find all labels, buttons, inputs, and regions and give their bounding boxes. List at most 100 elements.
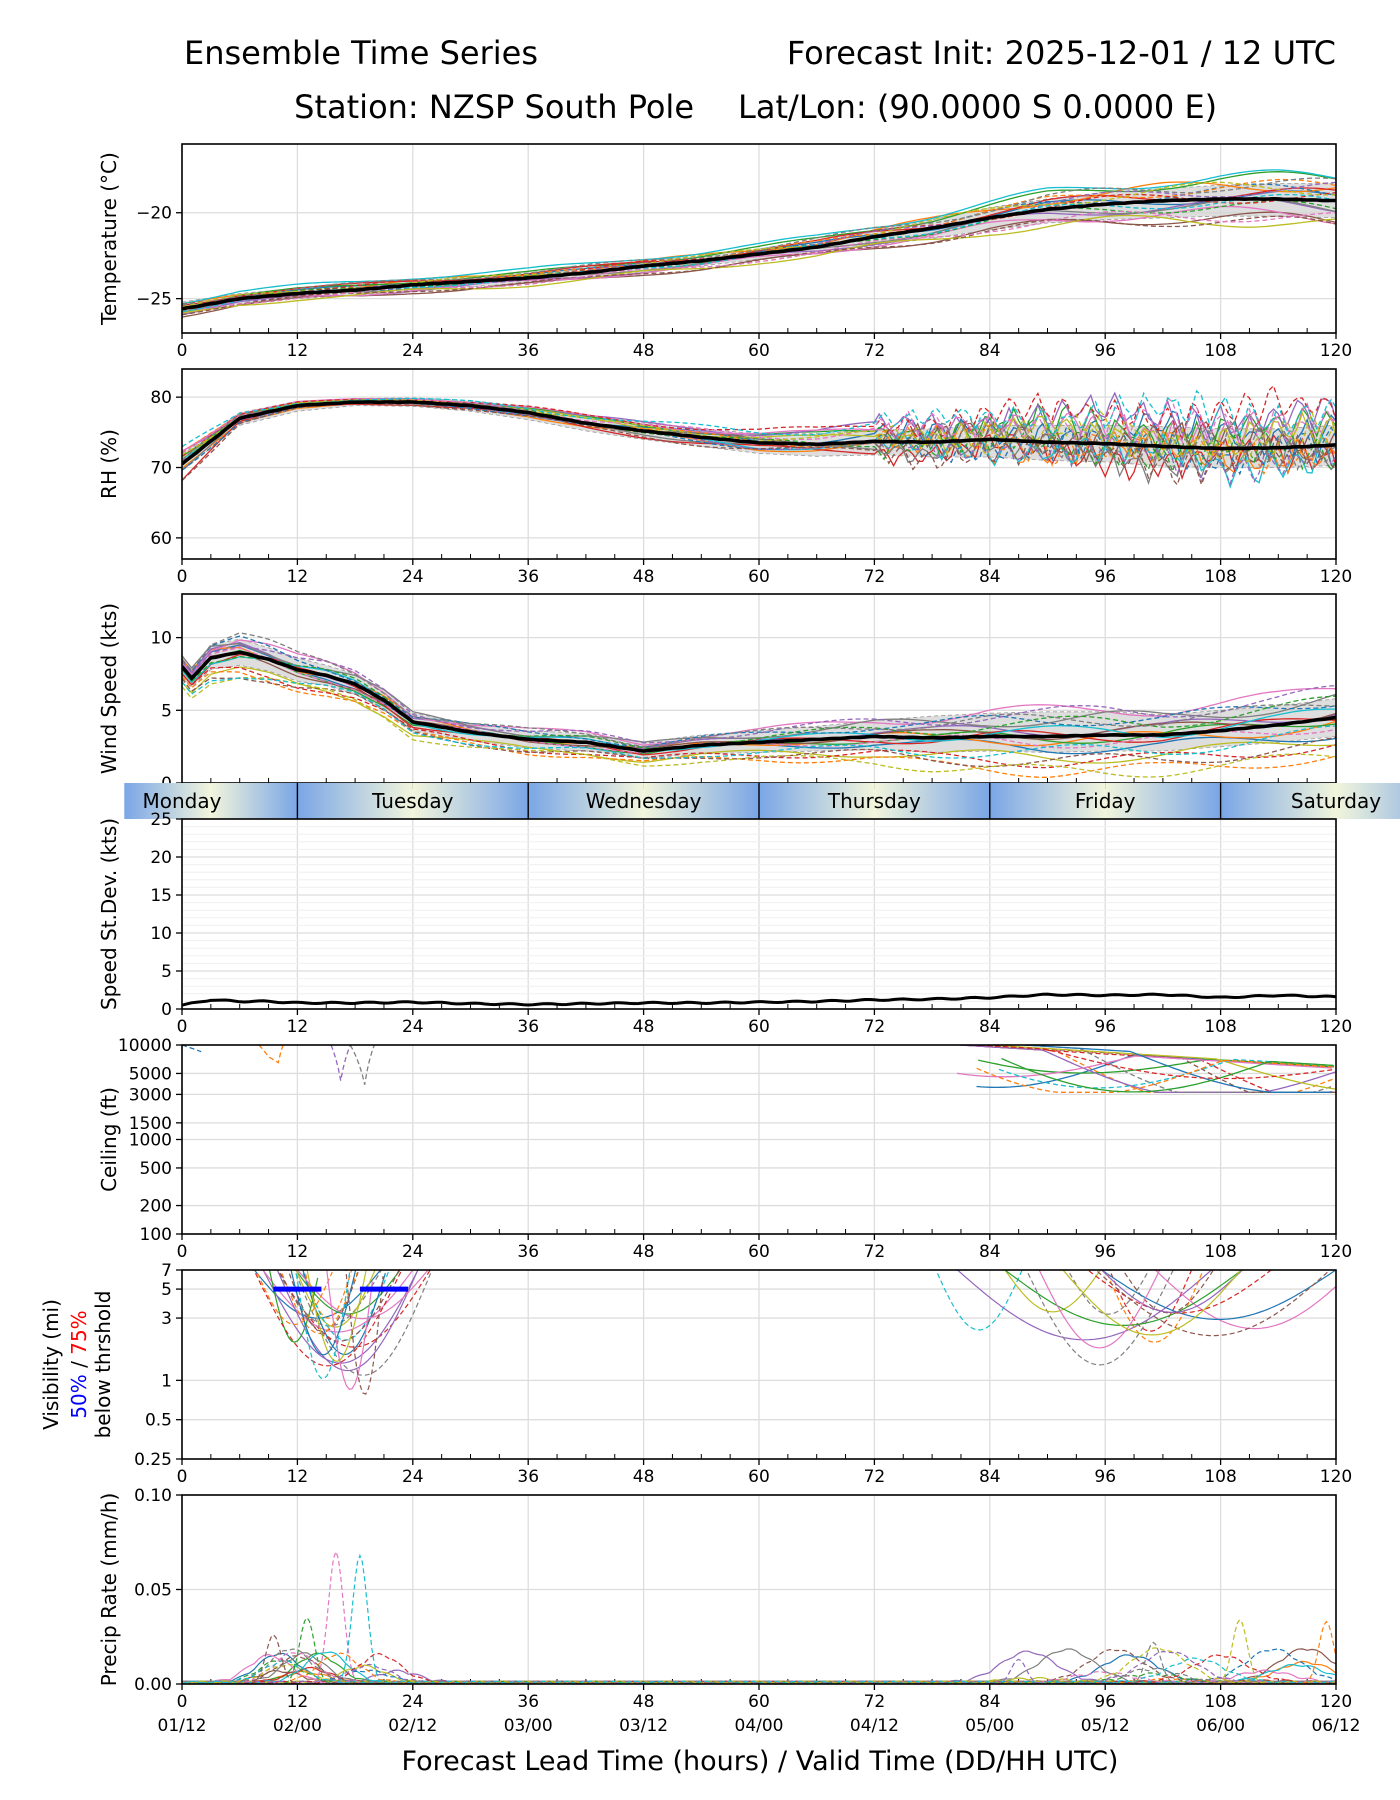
x-tick-label: 72 <box>864 341 886 361</box>
day-label-thursday: Thursday <box>827 789 921 813</box>
y-tick-label: 20 <box>150 848 172 868</box>
station-label: Station: NZSP South Pole <box>294 88 694 126</box>
x-tick-label: 84 <box>979 341 1001 361</box>
day-half <box>124 783 211 819</box>
panel-wind-speed: 051001224364860728496108120Wind Speed (k… <box>97 593 1352 811</box>
member-line <box>182 384 1336 458</box>
y-tick-label: 7 <box>161 1261 172 1281</box>
member-line <box>182 645 1336 744</box>
day-label-tuesday: Tuesday <box>371 789 454 813</box>
day-half <box>297 783 413 819</box>
visibility-member <box>287 1270 360 1333</box>
ceiling-ylabel: Ceiling (ft) <box>97 1087 121 1192</box>
member-line <box>182 655 1336 749</box>
day-band: Monday Tuesday Wednesday Thursday Friday Satu… <box>124 783 1400 819</box>
data-layer <box>182 632 1336 778</box>
x-tick-label: 12 <box>287 1242 309 1262</box>
day-label-friday: Friday <box>1075 789 1136 813</box>
x-tick-label: 108 <box>1204 1467 1236 1487</box>
valid-time-label: 01/12 <box>158 1716 207 1736</box>
y-tick-label: 10 <box>150 629 172 649</box>
y-tick-label: 0.10 <box>134 1486 172 1506</box>
x-tick-label: 96 <box>1094 1242 1116 1262</box>
valid-time-label: 02/12 <box>388 1716 437 1736</box>
x-tick-label: 72 <box>864 1692 886 1712</box>
x-tick-label: 108 <box>1204 341 1236 361</box>
visibility-ylabel-sub: below thrshold <box>91 1291 115 1439</box>
ceiling-dip <box>258 1045 284 1064</box>
speed-stdev-ylabel: Speed St.Dev. (kts) <box>97 818 121 1010</box>
ceiling-member <box>1001 1057 1334 1093</box>
member-line <box>182 632 1336 748</box>
visibility-member <box>326 1270 373 1390</box>
panel-border <box>181 368 1337 560</box>
x-tick-label: 72 <box>864 1242 886 1262</box>
title-left: Ensemble Time Series <box>184 34 538 72</box>
visibility-member <box>1086 1270 1273 1314</box>
member-line <box>182 677 1336 768</box>
ceiling-member <box>989 1045 1336 1090</box>
valid-time-label: 06/12 <box>1312 1716 1361 1736</box>
x-tick-label: 0 <box>177 567 188 587</box>
visibility-member <box>293 1270 432 1376</box>
ceiling-member <box>998 1058 1336 1089</box>
y-tick-label: −25 <box>136 290 172 310</box>
x-tick-label: 60 <box>748 1242 770 1262</box>
visibility-member <box>1100 1270 1336 1320</box>
valid-time-label: 06/00 <box>1196 1716 1245 1736</box>
panel-speed-stdev: 0 5 10 15 20 25 0 12 24 36 48 60 72 84 96 108 120 Speed S… <box>97 810 1352 1037</box>
visibility-member <box>1062 1270 1242 1336</box>
visibility-member <box>268 1270 319 1343</box>
valid-time-label: 02/00 <box>273 1716 322 1736</box>
y-tick-label: 1500 <box>129 1114 172 1134</box>
member-line <box>182 205 1336 315</box>
panel-rh: 60 70 80 0 12 24 36 48 60 72 84 96 108 120 RH (%) <box>97 368 1352 587</box>
visibility-ylabel: Visibility (mi) <box>39 1299 63 1430</box>
x-tick-label: 72 <box>864 1017 886 1037</box>
visibility-member <box>290 1270 357 1356</box>
title-right: Forecast Init: 2025-12-01 / 12 UTC <box>787 34 1336 72</box>
visibility-member <box>253 1270 382 1319</box>
x-tick-label: 36 <box>517 341 539 361</box>
day-label-monday: Monday <box>143 789 222 813</box>
pct-50: 50% <box>67 1374 91 1418</box>
x-tick-label: 96 <box>1094 1467 1116 1487</box>
spread-band <box>182 638 1336 759</box>
x-tick-label: 60 <box>748 1467 770 1487</box>
valid-time-label: 03/12 <box>619 1716 668 1736</box>
valid-time-label: 05/00 <box>965 1716 1014 1736</box>
visibility-member <box>1025 1270 1174 1366</box>
y-tick-label: −20 <box>136 204 172 224</box>
data-layer <box>182 169 1336 318</box>
x-tick-label: 108 <box>1204 1692 1236 1712</box>
x-tick-label: 120 <box>1320 1017 1352 1037</box>
y-tick-label: 500 <box>140 1159 172 1179</box>
y-tick-label: 15 <box>150 886 172 906</box>
y-tick-label: 10000 <box>118 1036 172 1056</box>
ceiling-member <box>1024 1045 1333 1093</box>
wind-speed-ylabel: Wind Speed (kts) <box>97 603 121 774</box>
x-tick-label: 48 <box>633 1017 655 1037</box>
x-tick-label: 84 <box>979 567 1001 587</box>
ensemble-mean-line <box>182 650 1336 753</box>
ensemble-mean-line <box>182 196 1336 311</box>
x-tick-label: 48 <box>633 567 655 587</box>
visibility-member <box>276 1270 418 1372</box>
panel-border <box>181 1269 1337 1460</box>
visibility-member <box>1154 1270 1336 1330</box>
x-tick-label: 24 <box>402 1467 424 1487</box>
day-half <box>874 783 990 819</box>
x-tick-label: 12 <box>287 567 309 587</box>
visibility-member <box>296 1270 429 1320</box>
y-tick-label: 0.25 <box>134 1450 172 1470</box>
y-tick-label: 5 <box>161 701 172 721</box>
x-tick-label: 108 <box>1204 1242 1236 1262</box>
visibility-member <box>306 1270 367 1362</box>
x-tick-label: 24 <box>402 1017 424 1037</box>
visibility-member <box>1100 1270 1244 1314</box>
x-tick-label: 0 <box>177 1467 188 1487</box>
x-tick-label: 84 <box>979 1692 1001 1712</box>
visibility-member <box>1004 1270 1243 1326</box>
x-tick-label: 24 <box>402 1242 424 1262</box>
x-tick-label: 120 <box>1320 341 1352 361</box>
